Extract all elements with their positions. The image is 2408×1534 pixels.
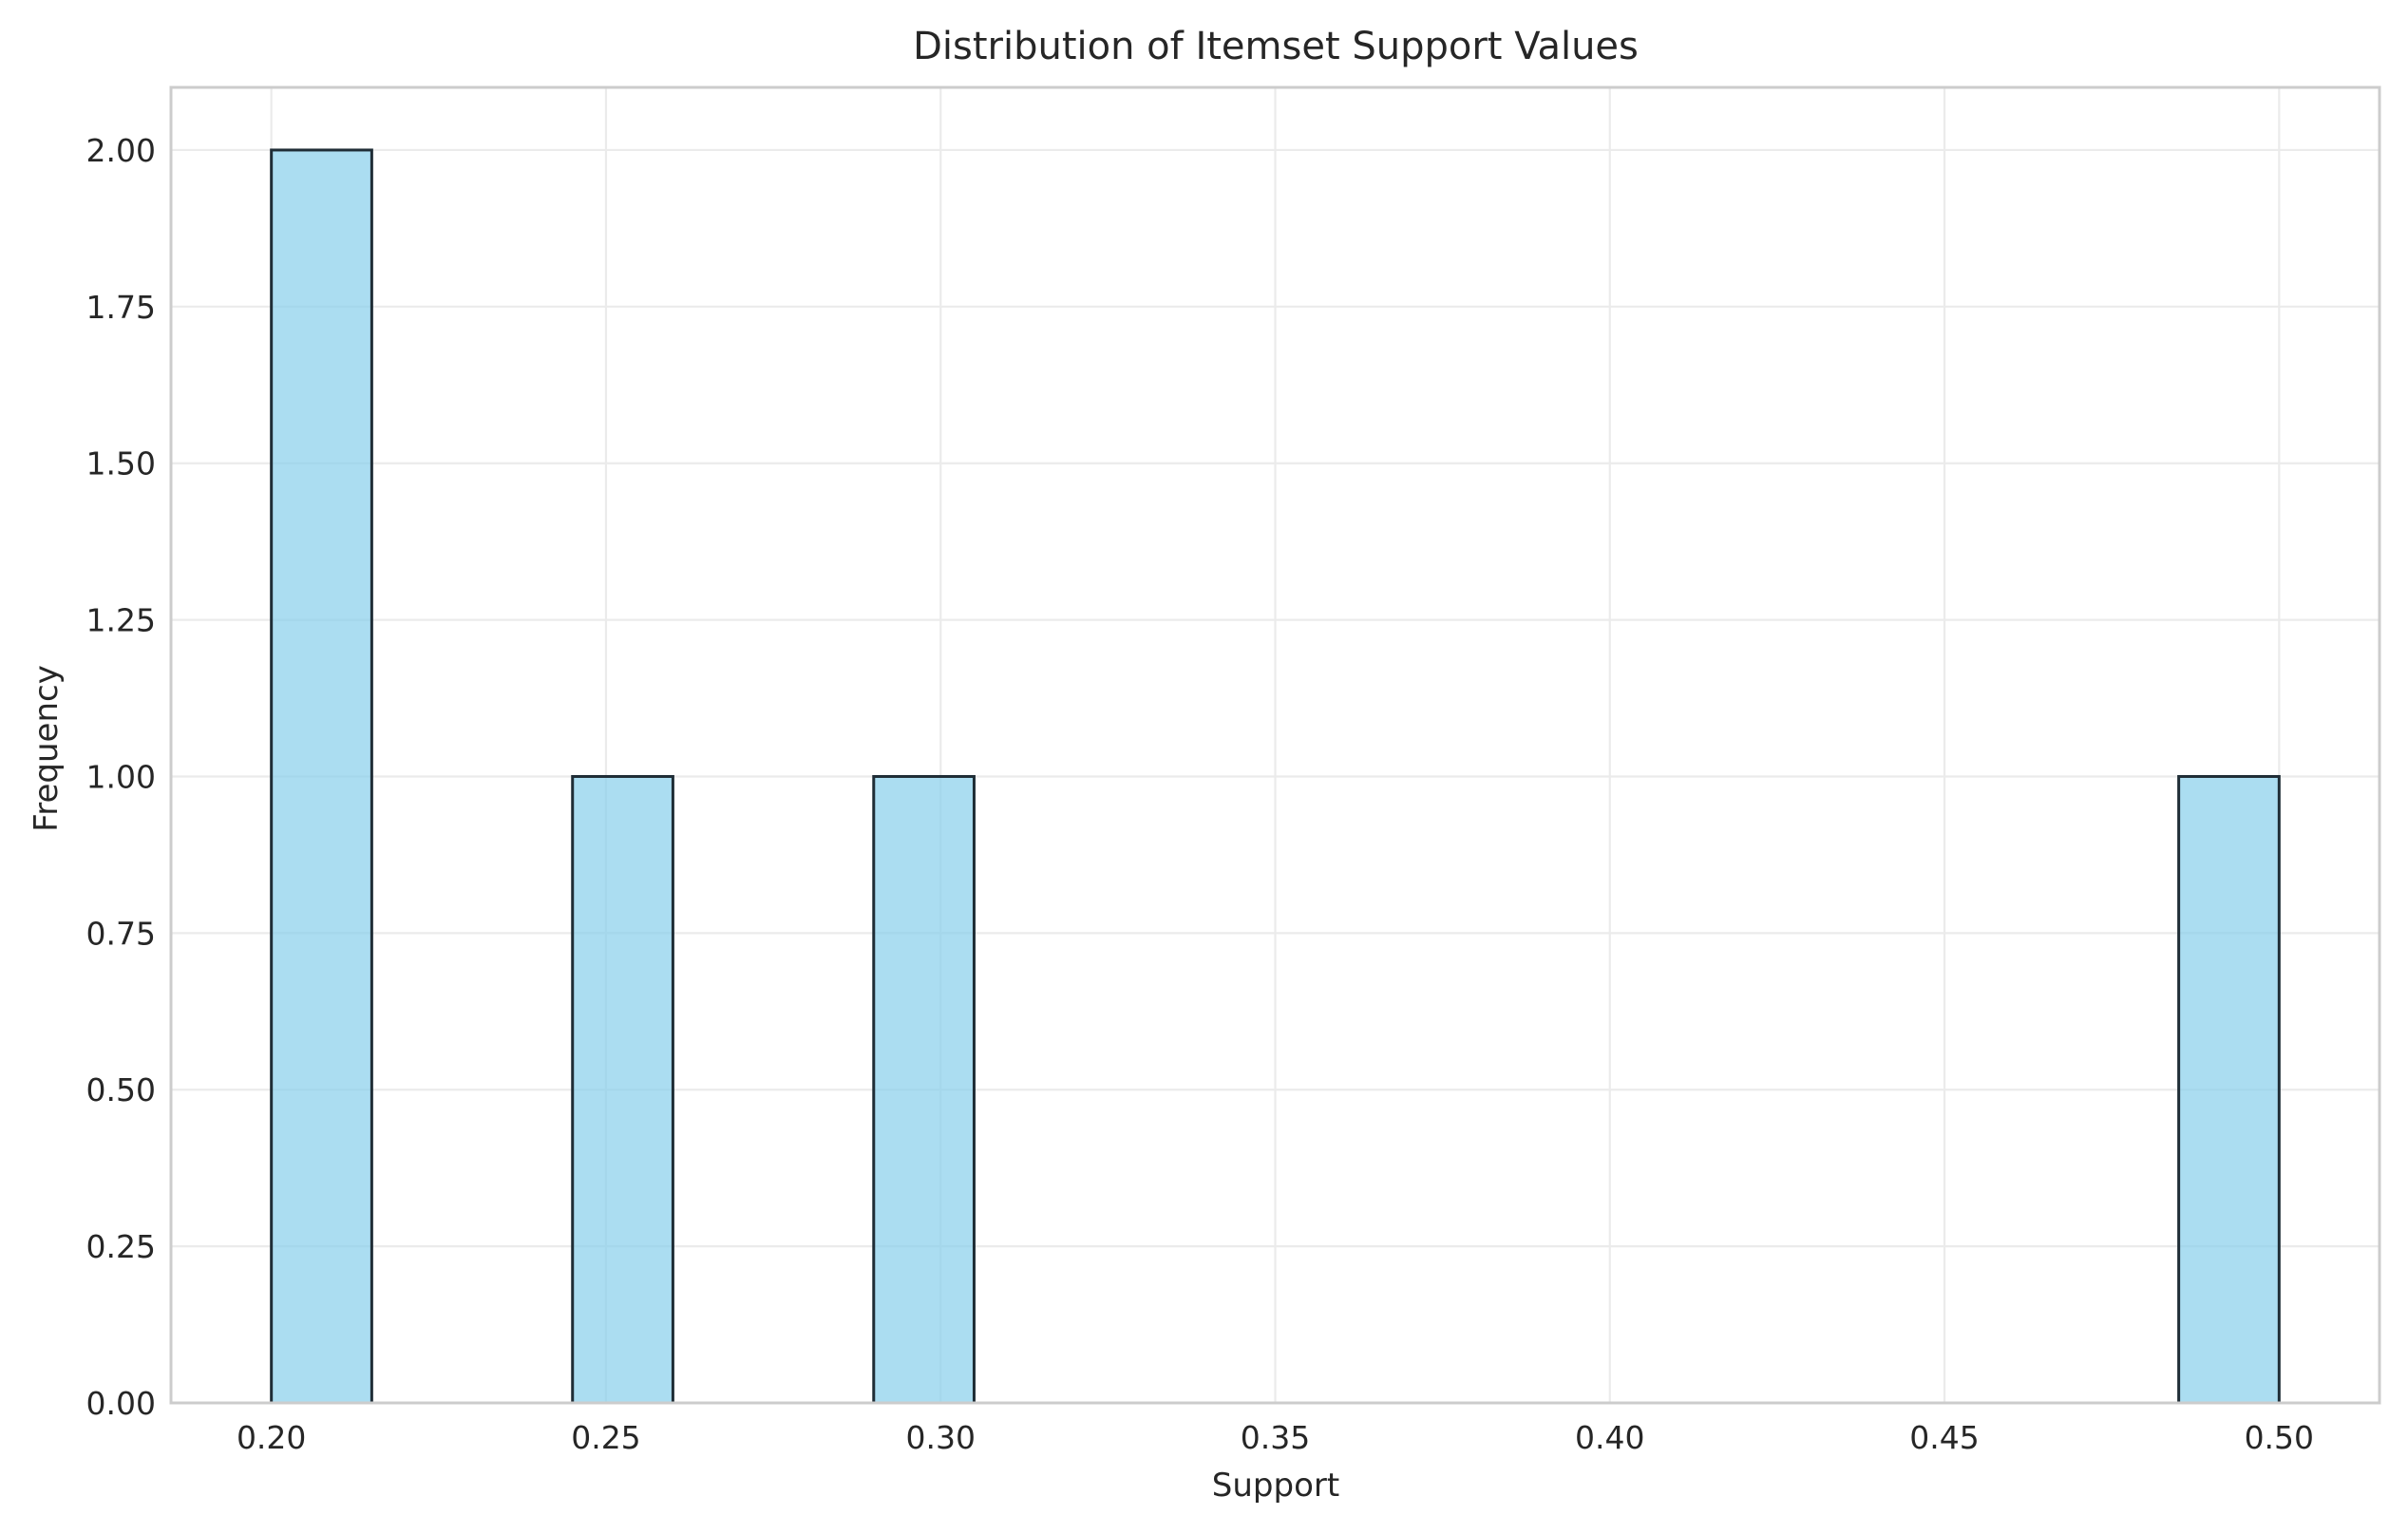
x-tick-label: 0.45 [1909, 1419, 1979, 1456]
histogram-bar [2177, 774, 2281, 1405]
x-tick-label: 0.50 [2245, 1419, 2314, 1456]
x-tick-label: 0.25 [571, 1419, 640, 1456]
x-axis-label: Support [1212, 1467, 1339, 1505]
y-axis-label: Frequency [28, 665, 66, 832]
histogram-bar [270, 148, 373, 1405]
grid-lines [171, 87, 2380, 1405]
y-tick-label: 0.75 [86, 915, 156, 952]
x-tick-label: 0.30 [905, 1419, 975, 1456]
x-tick-label: 0.20 [237, 1419, 306, 1456]
y-tick-label: 1.50 [86, 445, 156, 483]
y-tick-labels: 0.00 0.25 0.50 0.75 1.00 1.25 1.50 1.75 2.00 [86, 132, 156, 1422]
x-tick-label: 0.35 [1241, 1419, 1310, 1456]
histogram-bar [571, 774, 674, 1405]
bars [270, 148, 2281, 1405]
x-tick-label: 0.40 [1575, 1419, 1644, 1456]
y-tick-label: 1.75 [86, 289, 156, 326]
y-tick-label: 1.25 [86, 602, 156, 639]
histogram-bar [872, 774, 976, 1405]
y-tick-label: 0.00 [86, 1385, 156, 1422]
y-tick-label: 2.00 [86, 132, 156, 169]
y-tick-label: 0.25 [86, 1228, 156, 1265]
plot-frame [169, 85, 2381, 1405]
y-tick-label: 0.50 [86, 1071, 156, 1108]
x-tick-labels: 0.20 0.25 0.30 0.35 0.40 0.45 0.50 [237, 1419, 2314, 1456]
chart-title: Distribution of Itemset Support Values [913, 25, 1639, 68]
y-tick-label: 1.00 [86, 758, 156, 795]
